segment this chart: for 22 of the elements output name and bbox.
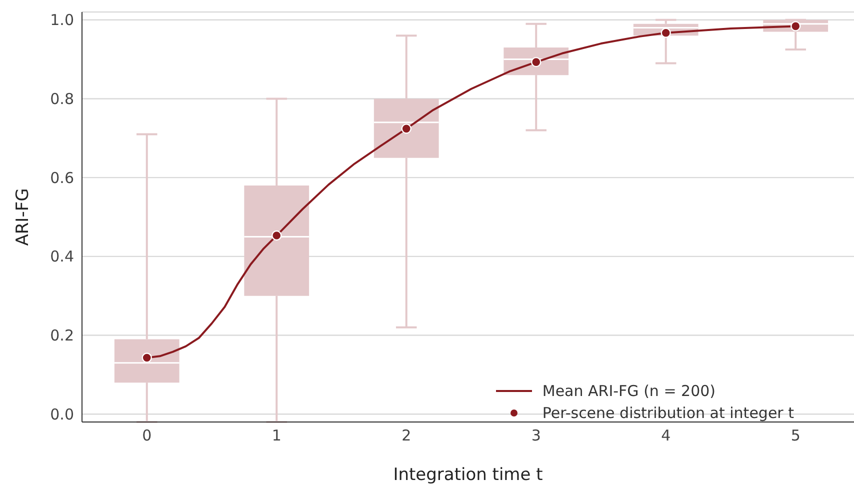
y-axis-title: ARI-FG — [13, 188, 34, 246]
x-tick-label: 2 — [402, 426, 412, 445]
point — [142, 352, 152, 363]
x-tick-label: 3 — [531, 426, 541, 445]
y-tick-label: 0.4 — [50, 248, 74, 266]
x-tick-label: 1 — [272, 426, 282, 445]
x-tick-label: 0 — [142, 426, 152, 445]
y-tick-label: 0.2 — [50, 326, 74, 345]
point — [790, 21, 801, 32]
x-tick-label: 4 — [661, 426, 671, 445]
point — [272, 230, 282, 241]
y-tick-label: 0.8 — [50, 90, 74, 108]
legend-label: Mean ARI-FG (n = 200) — [542, 381, 716, 402]
point — [401, 124, 412, 134]
point — [660, 28, 671, 38]
y-tick-label: 0.0 — [50, 405, 74, 424]
y-tick-label: 0.6 — [50, 168, 74, 187]
y-tick-label: 1.0 — [50, 11, 74, 30]
x-tick-label: 5 — [790, 426, 800, 445]
x-axis-title: Integration time t — [393, 465, 544, 485]
point — [531, 56, 542, 68]
legend-label: Per-scene distribution at integer t — [542, 403, 794, 424]
